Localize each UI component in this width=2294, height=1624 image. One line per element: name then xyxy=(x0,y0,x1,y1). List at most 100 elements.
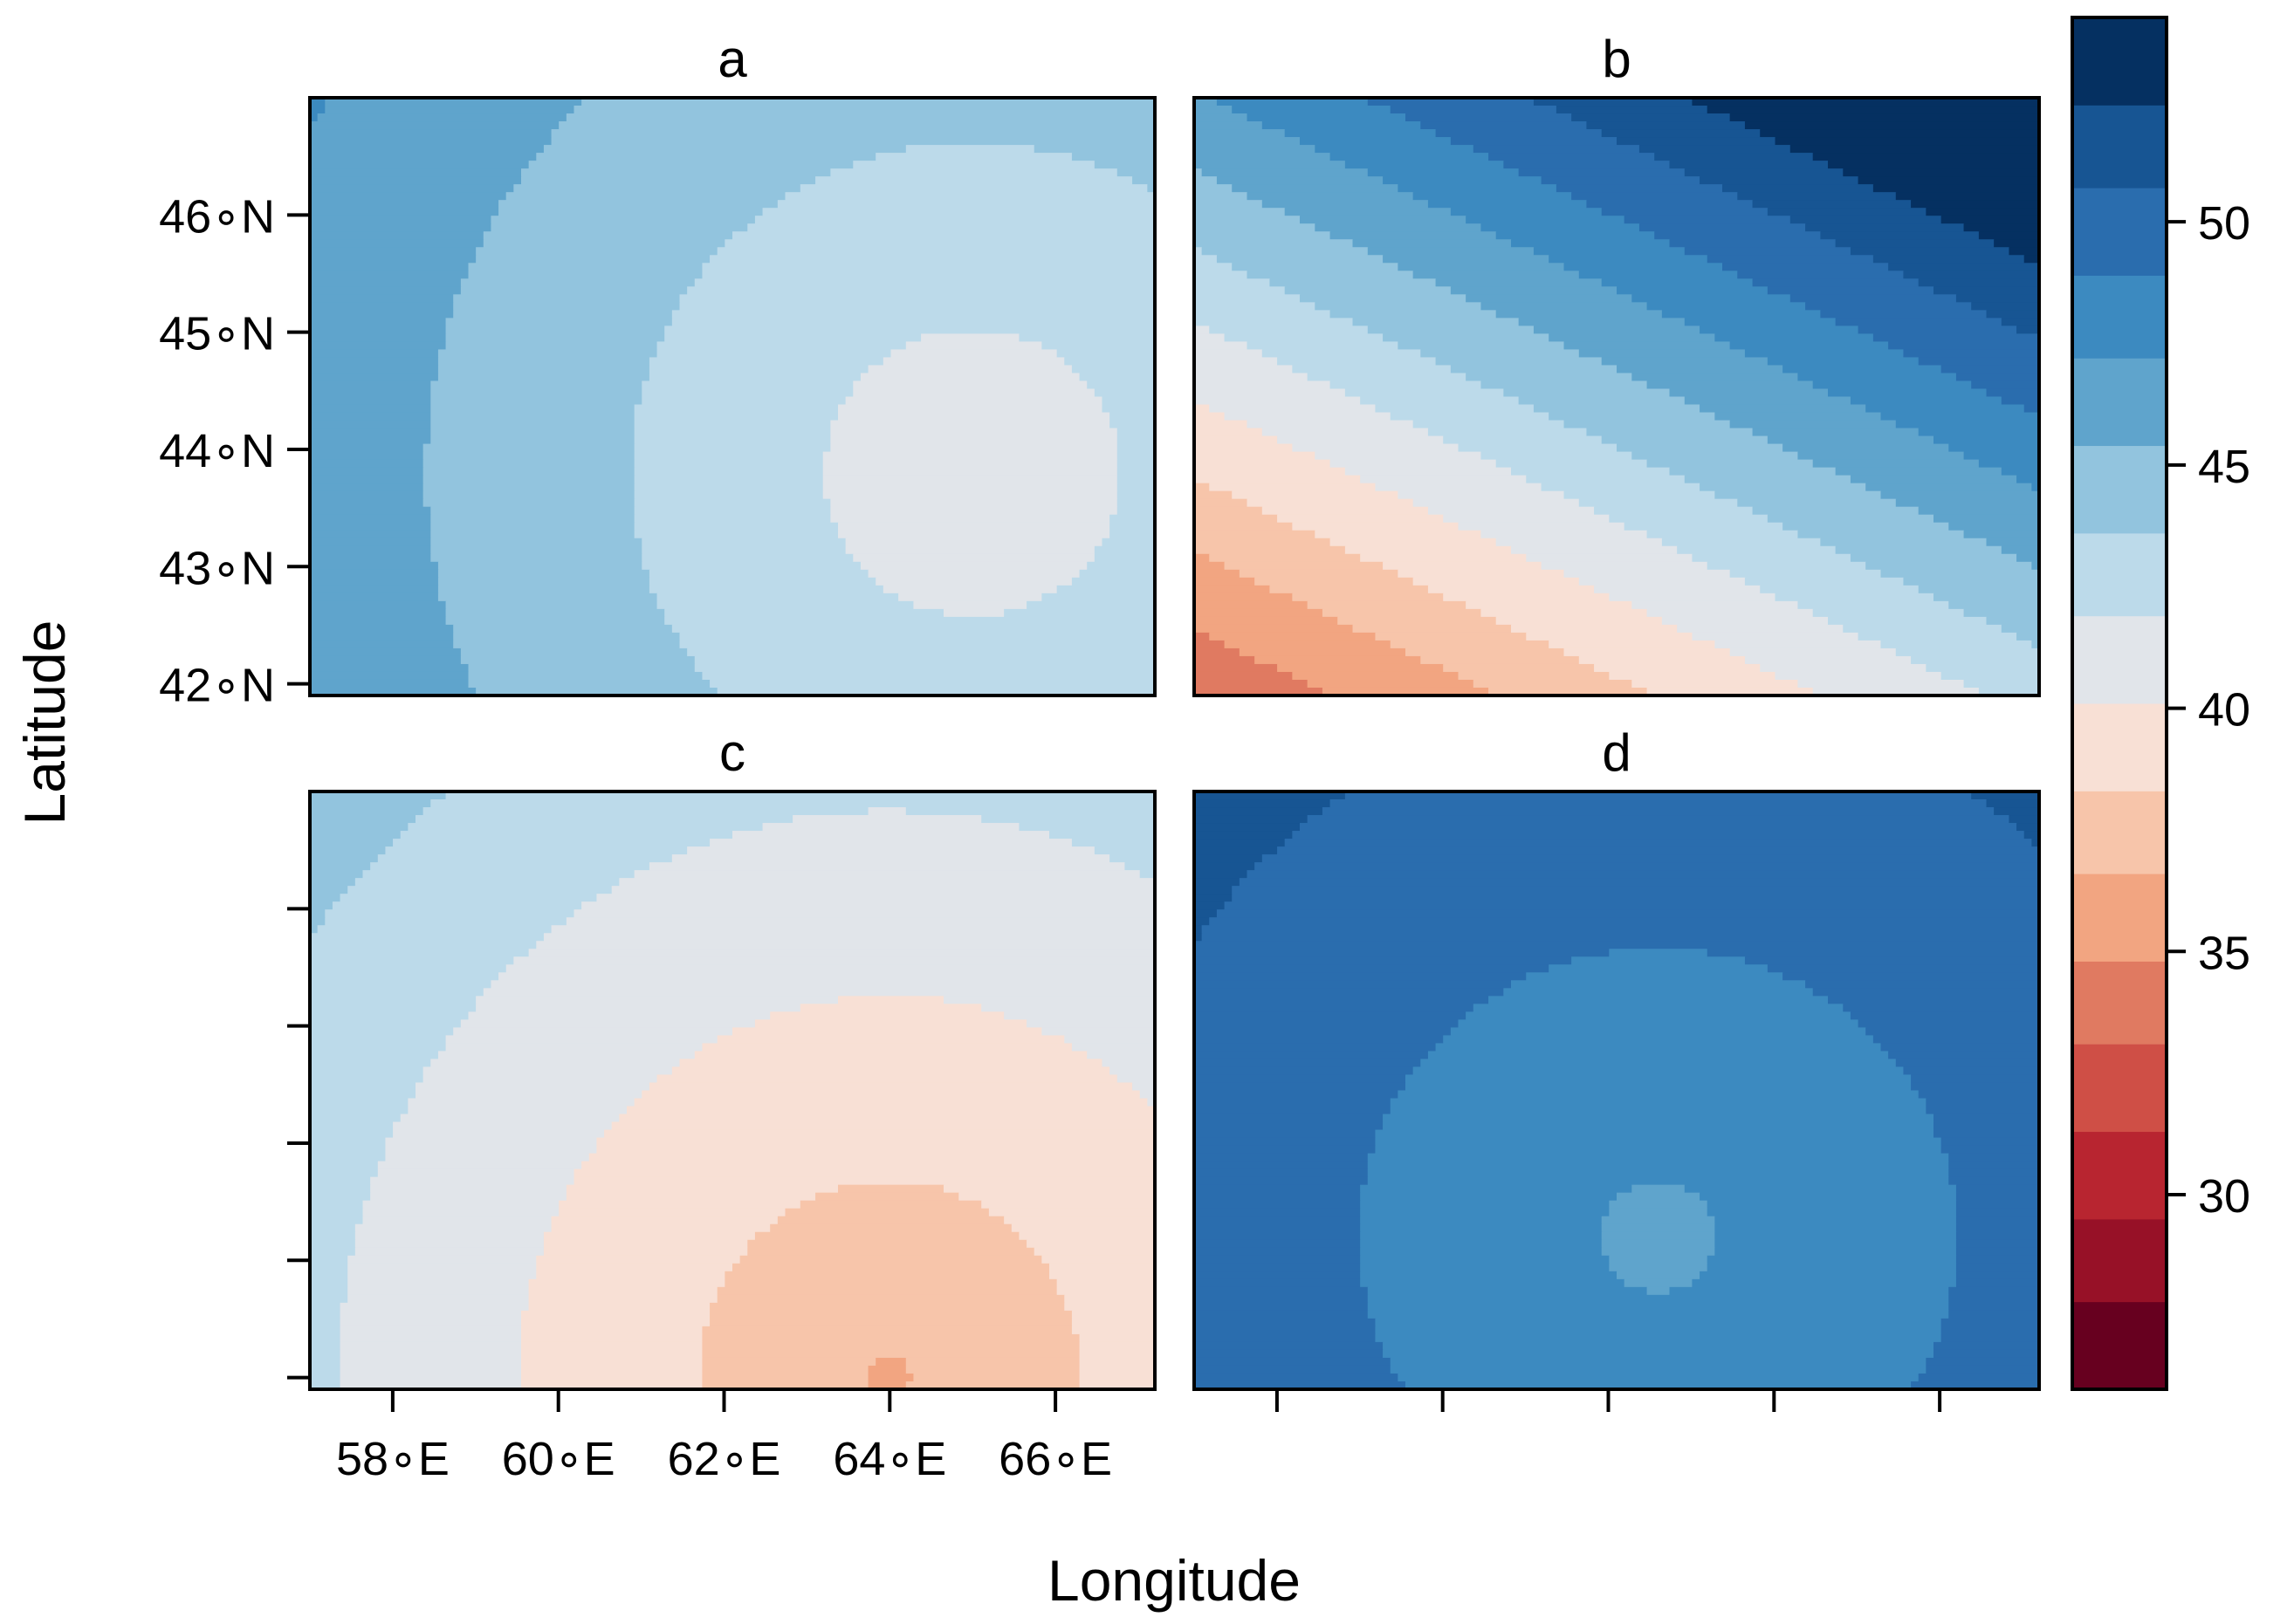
heatmap-cell xyxy=(656,1074,1118,1084)
heatmap-cell xyxy=(310,325,447,334)
heatmap-cell xyxy=(876,153,1073,161)
heatmap-cell xyxy=(1094,388,1155,398)
heatmap-cell xyxy=(1194,435,1278,445)
heatmap-cell xyxy=(1041,1027,1155,1036)
heatmap-cell xyxy=(310,522,431,531)
heatmap-cell xyxy=(634,490,824,500)
heatmap-cell xyxy=(1744,956,2039,965)
heatmap-cell xyxy=(905,145,1035,154)
heatmap-cell xyxy=(310,648,462,657)
heatmap-cell xyxy=(430,380,642,390)
heatmap-cell xyxy=(1194,420,1248,429)
heatmap-cell xyxy=(1194,679,1308,689)
heatmap-cell xyxy=(1194,687,1323,696)
heatmap-cell xyxy=(1124,862,1155,871)
heatmap-cell xyxy=(310,823,409,832)
colorbar-bin xyxy=(2072,17,2167,106)
heatmap-cell xyxy=(1360,1192,1617,1202)
heatmap-cell xyxy=(1646,530,1799,539)
heatmap-cell xyxy=(1707,106,2039,114)
heatmap-cell xyxy=(437,1051,696,1060)
heatmap-cell xyxy=(1194,1192,1361,1202)
heatmap-cell xyxy=(1926,1098,2039,1107)
heatmap-cell xyxy=(1194,980,1512,989)
heatmap-cell xyxy=(1940,365,2039,374)
heatmap-cell xyxy=(1948,1153,2039,1162)
heatmap-cell xyxy=(460,648,688,657)
heatmap-cell xyxy=(1194,302,1315,311)
heatmap-cell xyxy=(1360,396,1520,406)
heatmap-cell xyxy=(362,1216,553,1225)
heatmap-cell xyxy=(1601,1231,1715,1241)
heatmap-cell xyxy=(566,113,1155,122)
heatmap-cell xyxy=(1767,208,1927,216)
heatmap-cell xyxy=(310,271,470,279)
heatmap-cell xyxy=(310,349,439,359)
heatmap-cell xyxy=(1102,404,1155,414)
heatmap-cell xyxy=(1617,365,1783,374)
heatmap-cell xyxy=(1955,1208,2039,1217)
heatmap-cell xyxy=(1147,184,1155,193)
heatmap-cell xyxy=(310,176,522,185)
heatmap-cell xyxy=(868,1373,915,1382)
heatmap-cell xyxy=(1194,878,1240,887)
heatmap-cell xyxy=(498,208,764,216)
heatmap-cell xyxy=(310,862,371,871)
heatmap-cell xyxy=(1812,153,2039,161)
heatmap-cell xyxy=(1194,608,1323,618)
heatmap-cell xyxy=(725,239,1155,248)
heatmap-cell xyxy=(1194,1278,1361,1288)
heatmap-cell xyxy=(1056,1286,1155,1296)
heatmap-cell xyxy=(1684,168,1844,177)
heatmap-cell xyxy=(1601,1247,1715,1257)
heatmap-cell xyxy=(310,1192,371,1202)
heatmap-cell xyxy=(671,310,1155,319)
heatmap-cell xyxy=(310,949,530,957)
heatmap-cell xyxy=(1194,1090,1398,1100)
heatmap-cell xyxy=(1737,498,1897,508)
heatmap-cell xyxy=(1194,1121,1384,1131)
heatmap-cell xyxy=(1586,200,1754,209)
heatmap-cell xyxy=(981,815,1155,824)
heatmap-cell xyxy=(310,208,499,216)
heatmap-cell xyxy=(310,318,447,326)
heatmap-cell xyxy=(476,996,839,1004)
heatmap-cell xyxy=(1367,1176,1949,1186)
heatmap-cell xyxy=(845,538,1103,547)
colorbar-tick-label: 40 xyxy=(2198,684,2250,737)
heatmap-cell xyxy=(325,909,575,918)
heatmap-cell xyxy=(1963,451,2039,461)
heatmap-cell xyxy=(408,1098,635,1107)
heatmap-cell xyxy=(868,1381,907,1389)
heatmap-cell xyxy=(634,506,831,516)
heatmap-cell xyxy=(2001,467,2039,476)
heatmap-cell xyxy=(310,1090,416,1100)
heatmap-cell xyxy=(1390,106,1557,114)
heatmap-cell xyxy=(1034,145,1155,154)
heatmap-cell xyxy=(1843,168,2039,177)
heatmap-cell xyxy=(1986,799,2039,808)
heatmap-cell xyxy=(1194,1168,1369,1178)
heatmap-cell xyxy=(1858,632,2017,641)
heatmap-cell xyxy=(1978,459,2039,469)
heatmap-cell xyxy=(1383,1121,1934,1131)
heatmap-cell xyxy=(1737,192,1897,201)
heatmap-cell xyxy=(687,846,1095,855)
heatmap-cell xyxy=(354,1247,545,1257)
heatmap-cell xyxy=(1955,1247,2039,1257)
heatmap-cell xyxy=(1194,1129,1377,1139)
heatmap-cell xyxy=(1194,545,1346,555)
heatmap-cell xyxy=(310,514,431,524)
heatmap-cell xyxy=(310,1129,394,1139)
heatmap-cell xyxy=(717,1294,1065,1304)
heatmap-cell xyxy=(1194,616,1338,626)
heatmap-cell xyxy=(310,553,431,563)
heatmap-cell xyxy=(1079,1373,1155,1382)
heatmap-cell xyxy=(1315,451,1482,461)
heatmap-cell xyxy=(1955,1200,2039,1209)
heatmap-cell xyxy=(1646,459,1814,469)
heatmap-cell xyxy=(543,145,907,154)
heatmap-cell xyxy=(1669,388,1829,398)
heatmap-cell xyxy=(1194,161,1346,169)
heatmap-cell xyxy=(1443,514,1610,524)
